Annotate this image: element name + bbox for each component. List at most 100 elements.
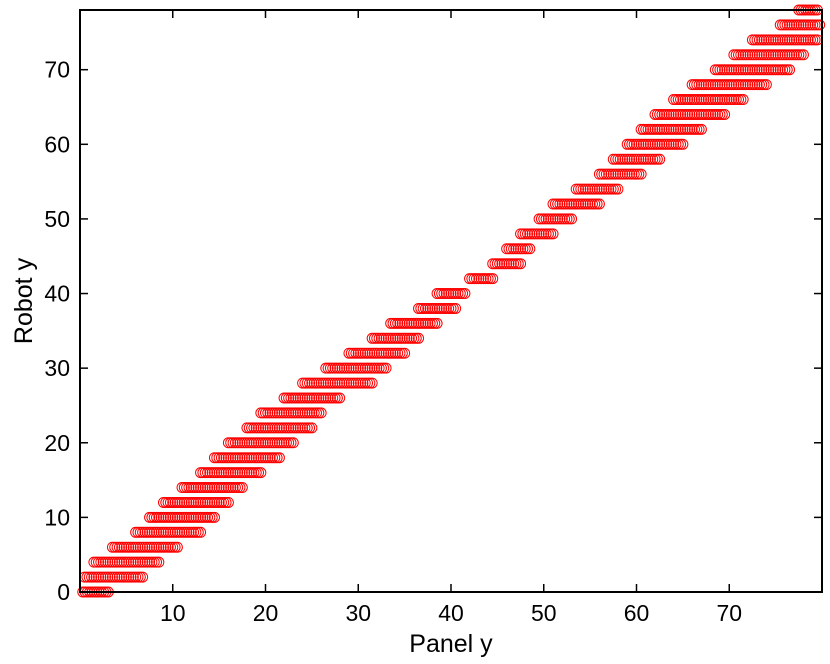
data-point [438, 302, 450, 314]
data-point [241, 467, 253, 479]
data-point [770, 49, 782, 61]
data-point [413, 302, 425, 314]
data-point [257, 452, 269, 464]
data-point [192, 526, 204, 538]
data-point [466, 273, 478, 285]
data-point [709, 79, 721, 91]
data-point [130, 556, 142, 568]
data-point [686, 108, 698, 120]
data-point [436, 288, 448, 300]
data-point [772, 64, 784, 76]
data-point [612, 153, 624, 165]
data-point [765, 34, 777, 46]
data-point [371, 347, 383, 359]
data-point [790, 49, 802, 61]
data-point [781, 34, 793, 46]
data-point [109, 571, 121, 583]
data-point [505, 243, 517, 255]
data-point [760, 64, 772, 76]
data-point [605, 183, 617, 195]
data-point [714, 108, 726, 120]
data-point [765, 49, 777, 61]
data-point [767, 49, 779, 61]
data-point [744, 64, 756, 76]
data-point [208, 511, 220, 523]
data-point [742, 79, 754, 91]
data-point [155, 526, 167, 538]
data-point [246, 422, 258, 434]
data-point [695, 79, 707, 91]
data-point [385, 332, 397, 344]
data-point [164, 511, 176, 523]
data-point [271, 437, 283, 449]
data-point [338, 377, 350, 389]
data-point [151, 511, 163, 523]
data-point [248, 467, 260, 479]
data-point [737, 49, 749, 61]
data-point [733, 79, 745, 91]
data-point [756, 64, 768, 76]
data-point [148, 541, 160, 553]
data-point [413, 317, 425, 329]
data-point [232, 467, 244, 479]
data-point [668, 108, 680, 120]
data-point [556, 213, 568, 225]
data-point [814, 19, 826, 31]
data-point [649, 138, 661, 150]
data-point [232, 482, 244, 494]
data-point [698, 108, 710, 120]
data-point [751, 79, 763, 91]
data-point [160, 541, 172, 553]
data-point [686, 94, 698, 106]
data-point [118, 541, 130, 553]
data-point [343, 362, 355, 374]
data-point [190, 482, 202, 494]
data-point [308, 377, 320, 389]
data-point [262, 452, 274, 464]
data-point [737, 79, 749, 91]
data-point [327, 392, 339, 404]
data-point [631, 138, 642, 150]
data-point [155, 541, 167, 553]
data-point [431, 317, 443, 329]
data-point [721, 94, 733, 106]
data-point [100, 571, 112, 583]
data-point [797, 34, 809, 46]
data-point [218, 467, 230, 479]
data-point [542, 213, 554, 225]
data-point [730, 94, 742, 106]
data-point [213, 496, 225, 508]
data-point [784, 34, 796, 46]
data-point [301, 392, 313, 404]
data-point [552, 198, 564, 210]
data-point [642, 153, 654, 165]
data-point [642, 138, 654, 150]
data-point [322, 377, 334, 389]
data-point [111, 571, 123, 583]
data-point [389, 317, 401, 329]
data-point [695, 94, 707, 106]
data-point [320, 392, 332, 404]
data-point [113, 556, 125, 568]
data-point [178, 496, 190, 508]
data-point [726, 94, 738, 106]
data-point [83, 571, 95, 583]
data-point [287, 422, 299, 434]
data-point [260, 437, 271, 449]
data-point [262, 437, 274, 449]
data-point [241, 452, 253, 464]
data-point [301, 407, 313, 419]
data-point [705, 108, 717, 120]
data-point [294, 407, 306, 419]
data-point [297, 392, 309, 404]
data-point [181, 482, 193, 494]
data-point [204, 482, 216, 494]
data-point [547, 198, 559, 210]
data-point [677, 108, 689, 120]
data-point [515, 258, 527, 270]
data-point [394, 317, 406, 329]
data-point [331, 362, 343, 374]
data-point [679, 94, 691, 106]
data-point [621, 138, 633, 150]
data-point [735, 49, 747, 61]
